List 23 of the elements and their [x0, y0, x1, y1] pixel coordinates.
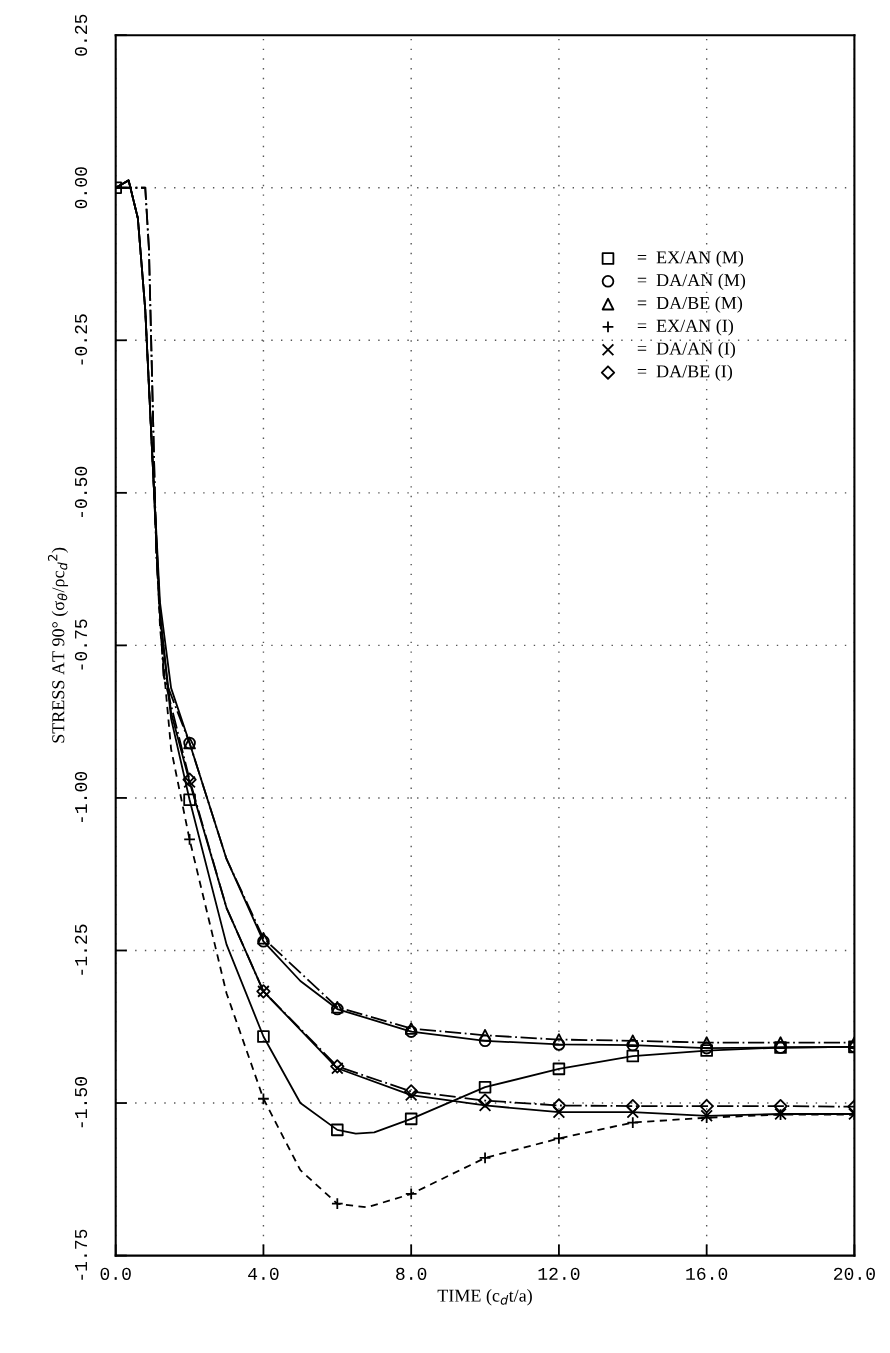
- y-tick-label: -1.00: [74, 771, 88, 823]
- y-tick-label: -1.25: [74, 924, 88, 975]
- x-tick-label: 0.0: [100, 1267, 131, 1280]
- x-tick-label: 12.0: [538, 1267, 580, 1280]
- x-axis-title: TIME (c$_{d}$t/a): [437, 1289, 532, 1306]
- x-tick-label: 4.0: [248, 1267, 279, 1280]
- legend-label: = DA/AN (M): [637, 273, 746, 290]
- y-tick-label: 0.25: [74, 14, 88, 56]
- y-axis-title: STRESS AT 90° (σ$_{θ}$/ρc$_{d}$$^{2}$): [47, 547, 69, 743]
- x-tick-label: 16.0: [686, 1267, 728, 1280]
- y-tick-label: -0.75: [74, 619, 88, 670]
- y-tick-label: 0.00: [74, 167, 88, 209]
- y-tick-label: -0.25: [74, 314, 88, 365]
- y-tick-label: -1.75: [75, 1229, 88, 1280]
- y-tick-label: -0.50: [74, 466, 88, 517]
- legend-label: = EX/AN (I): [637, 319, 734, 336]
- legend-label: = DA/AN (I): [637, 341, 736, 359]
- legend-label: = DA/BE (M): [637, 296, 743, 313]
- x-tick-label: 20.0: [834, 1267, 875, 1280]
- x-tick-label: 8.0: [396, 1267, 427, 1280]
- legend-label: = EX/AN (M): [637, 250, 744, 268]
- y-tick-label: -1.50: [74, 1077, 88, 1128]
- legend-label: = DA/BE (I): [637, 364, 733, 382]
